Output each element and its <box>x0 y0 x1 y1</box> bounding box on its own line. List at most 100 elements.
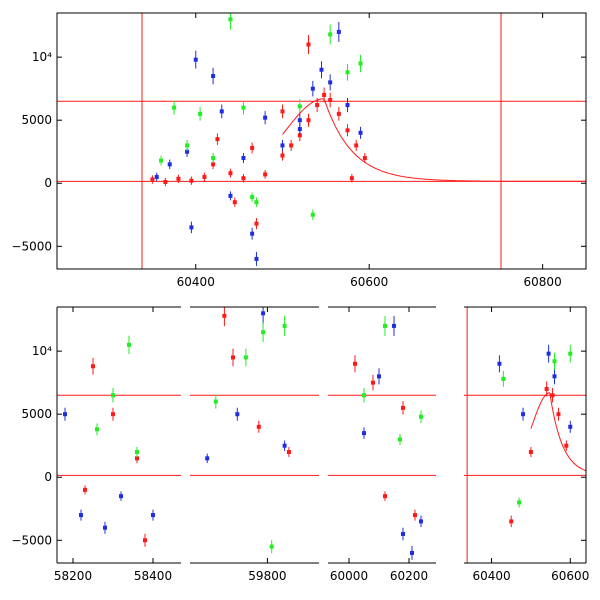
data-point <box>552 374 557 379</box>
data-point <box>263 115 268 120</box>
data-point <box>111 393 115 398</box>
data-point <box>193 57 198 62</box>
x-tick-label: 59800 <box>248 569 286 583</box>
x-tick-label: 60800 <box>524 275 562 289</box>
data-point <box>232 200 237 205</box>
data-point <box>219 109 224 114</box>
data-point <box>231 355 235 360</box>
data-point <box>269 544 274 549</box>
plot-segment <box>190 307 319 554</box>
plot-segment <box>464 307 586 563</box>
data-point <box>345 103 350 108</box>
x-tick-label: 60400 <box>472 569 510 583</box>
data-point <box>95 427 99 432</box>
data-point <box>280 109 285 114</box>
data-point <box>371 380 375 385</box>
data-point <box>261 311 266 316</box>
data-point <box>528 450 533 455</box>
data-point <box>127 342 131 347</box>
data-point <box>544 386 549 391</box>
data-point <box>521 412 526 417</box>
data-point <box>172 105 177 110</box>
data-point <box>297 133 302 138</box>
data-point <box>254 221 259 226</box>
data-point <box>306 42 311 47</box>
data-point <box>189 225 194 230</box>
data-point <box>401 405 405 410</box>
data-point <box>111 412 115 417</box>
data-point <box>322 92 327 97</box>
data-point <box>159 158 164 163</box>
top-light-curve-panel: −5000 0 5000 10⁴ 60400 60600 60800 <box>11 12 587 289</box>
data-point <box>377 374 381 379</box>
data-point <box>256 424 261 429</box>
data-point <box>154 174 159 179</box>
data-point <box>501 376 506 381</box>
data-point <box>358 130 363 135</box>
data-point <box>135 456 139 461</box>
x-tick-label: 60400 <box>177 275 215 289</box>
data-point <box>250 145 255 150</box>
data-point <box>215 137 220 142</box>
data-point <box>564 443 569 448</box>
data-point <box>250 231 255 236</box>
x-tick-label: 60600 <box>551 569 589 583</box>
data-point <box>205 456 210 461</box>
data-point <box>362 431 366 436</box>
data-point <box>250 195 255 200</box>
data-point <box>306 118 311 123</box>
data-point <box>79 513 83 518</box>
data-point <box>228 171 233 176</box>
data-point <box>310 86 315 91</box>
data-point <box>328 80 333 85</box>
data-point <box>297 118 302 123</box>
data-point <box>150 177 155 182</box>
y-tick-label: 0 <box>44 470 52 484</box>
data-point <box>345 70 350 75</box>
bottom-light-curve-panel: 58200 58400 59800 60000 60200 60400 60600 −5000… <box>11 306 589 583</box>
y-tick-label: 10⁴ <box>32 344 52 358</box>
x-tick-label: 60000 <box>330 569 368 583</box>
data-point <box>328 32 333 37</box>
data-point <box>413 513 417 518</box>
data-point <box>151 513 155 518</box>
data-point <box>228 17 233 22</box>
data-point <box>163 179 168 184</box>
model-curve <box>530 392 586 472</box>
data-point <box>211 74 216 79</box>
data-point <box>383 323 387 328</box>
data-point <box>517 500 522 505</box>
data-point <box>362 156 367 161</box>
plot-area <box>57 13 586 269</box>
data-point <box>143 538 147 543</box>
data-point <box>280 143 285 148</box>
data-point <box>261 330 266 335</box>
data-point <box>228 193 233 198</box>
data-point <box>202 174 207 179</box>
data-point <box>568 424 573 429</box>
x-tick-label: 60600 <box>350 275 388 289</box>
data-point <box>254 200 259 205</box>
data-point <box>119 494 123 499</box>
data-point <box>289 143 294 148</box>
data-point <box>103 525 107 530</box>
data-point <box>419 414 423 419</box>
data-point <box>176 176 181 181</box>
y-tick-label: −5000 <box>11 533 52 547</box>
data-point <box>282 323 287 328</box>
data-point <box>83 487 87 492</box>
y-tick-label: 0 <box>44 176 52 190</box>
data-point <box>497 361 502 366</box>
data-point <box>345 128 350 133</box>
data-point <box>568 351 573 356</box>
y-tick-label: 5000 <box>21 407 52 421</box>
y-tick-label: 5000 <box>21 113 52 127</box>
x-tick-label: 58400 <box>134 569 172 583</box>
plot-segment <box>57 335 181 547</box>
data-point <box>282 443 287 448</box>
data-point <box>241 105 246 110</box>
data-point <box>546 351 551 356</box>
data-point <box>556 412 561 417</box>
plot-frame <box>56 12 587 270</box>
